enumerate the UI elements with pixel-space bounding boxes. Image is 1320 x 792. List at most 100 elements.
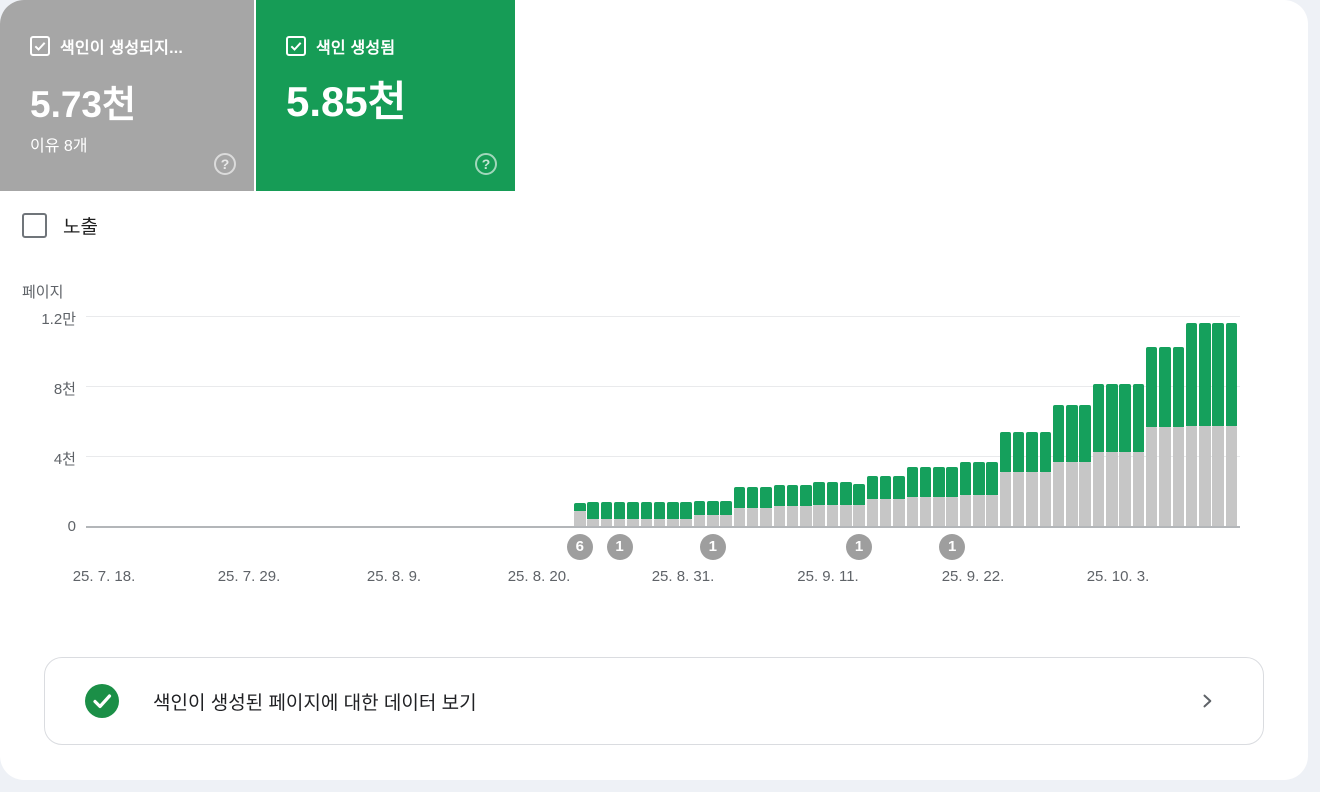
bar[interactable] [866, 476, 879, 526]
bar[interactable] [1012, 431, 1025, 527]
bar[interactable] [1079, 404, 1091, 527]
view-indexed-data-button[interactable]: 색인이 생성된 페이지에 대한 데이터 보기 [44, 657, 1264, 745]
bar[interactable] [1212, 323, 1224, 527]
help-icon[interactable]: ? [214, 153, 236, 175]
annotation-badge[interactable]: 6 [566, 534, 593, 560]
bar[interactable] [1159, 347, 1171, 527]
bar-segment-indexed [853, 484, 865, 505]
bar[interactable] [986, 461, 998, 526]
bar-segment-not-indexed [1212, 425, 1224, 527]
bar[interactable] [707, 501, 719, 526]
bar-segment-indexed [933, 467, 945, 497]
bar[interactable] [667, 502, 679, 526]
bar-segment-indexed [1119, 383, 1131, 452]
bar[interactable] [653, 502, 666, 526]
bar-segment-indexed [1185, 323, 1198, 426]
bar[interactable] [613, 502, 626, 526]
y-tick-label: 1.2만 [41, 311, 76, 328]
bar[interactable] [720, 501, 732, 526]
bar[interactable] [786, 485, 799, 527]
bar[interactable] [826, 482, 839, 526]
bar[interactable] [746, 487, 759, 526]
bar-segment-not-indexed [613, 519, 626, 526]
x-tick-label: 25. 7. 29. [217, 568, 281, 585]
bar[interactable] [733, 487, 746, 526]
bar-segment-indexed [840, 482, 852, 505]
bar[interactable] [1132, 383, 1145, 526]
help-icon[interactable]: ? [475, 153, 497, 175]
x-axis-line [86, 526, 1240, 528]
bar-segment-indexed [1012, 431, 1025, 472]
bar[interactable] [1066, 404, 1078, 527]
bar[interactable] [1172, 347, 1184, 527]
bar[interactable] [1185, 323, 1198, 527]
bar-segment-indexed [1079, 404, 1091, 462]
bar-segment-indexed [813, 482, 825, 505]
bar-segment-not-indexed [627, 519, 639, 526]
annotation-badge[interactable]: 1 [846, 534, 872, 560]
bar-segment-not-indexed [1012, 471, 1025, 527]
bar-segment-not-indexed [800, 506, 812, 527]
bar[interactable] [574, 502, 586, 527]
bar-segment-indexed [786, 485, 799, 507]
bar-segment-not-indexed [1159, 427, 1171, 527]
bar[interactable] [600, 502, 613, 526]
annotation-badge[interactable]: 1 [699, 534, 726, 560]
bar[interactable] [1225, 323, 1238, 527]
bar-segment-not-indexed [693, 515, 706, 526]
impressions-label: 노출 [63, 217, 98, 238]
bar[interactable] [959, 461, 972, 526]
bar[interactable] [893, 476, 905, 526]
bar[interactable] [1106, 383, 1118, 526]
metric-card-not-indexed[interactable]: 색인이 생성되지... 5.73천 이유 8개 ? [0, 0, 254, 191]
bar-segment-indexed [1145, 347, 1158, 427]
bar[interactable] [919, 467, 932, 526]
bar[interactable] [813, 482, 825, 526]
bar-segment-not-indexed [587, 519, 599, 526]
bar[interactable] [906, 467, 918, 526]
bar-segment-not-indexed [840, 504, 852, 526]
annotation-badge[interactable]: 1 [939, 534, 966, 560]
bar[interactable] [1039, 431, 1051, 527]
bar[interactable] [800, 485, 812, 527]
bar[interactable] [640, 502, 652, 526]
bar-segment-indexed [746, 487, 759, 508]
checkbox-unchecked-icon[interactable] [22, 213, 47, 238]
bar[interactable] [773, 485, 785, 527]
bar[interactable] [680, 502, 692, 526]
bar-segment-indexed [1092, 383, 1105, 452]
bar[interactable] [933, 467, 945, 526]
bar[interactable] [973, 461, 985, 526]
impressions-checkbox[interactable]: 노출 [22, 212, 98, 239]
bar[interactable] [1145, 347, 1158, 527]
bar-segment-not-indexed [600, 519, 613, 526]
bar[interactable] [946, 467, 958, 526]
bar[interactable] [760, 487, 772, 526]
bar-segment-not-indexed [1079, 461, 1091, 527]
metric-card-indexed[interactable]: 색인 생성됨 5.85천 ? [256, 0, 515, 191]
bar[interactable] [1026, 431, 1038, 527]
bar-segment-indexed [587, 502, 599, 519]
y-tick-label: 8천 [53, 381, 76, 398]
x-tick-label: 25. 9. 22. [941, 568, 1005, 585]
bar-segment-not-indexed [879, 498, 892, 526]
bar[interactable] [693, 501, 706, 526]
bar[interactable] [1052, 404, 1065, 527]
bar[interactable] [840, 482, 852, 526]
bar-segment-indexed [826, 482, 839, 505]
bar-segment-indexed [906, 467, 918, 497]
bar[interactable] [1119, 383, 1131, 526]
bar[interactable] [1092, 383, 1105, 526]
bar-segment-indexed [1066, 404, 1078, 462]
bar[interactable] [999, 431, 1012, 527]
bar[interactable] [587, 502, 599, 526]
bar-segment-not-indexed [653, 519, 666, 526]
bar[interactable] [627, 502, 639, 526]
gridline [86, 386, 1240, 387]
bar[interactable] [879, 476, 892, 526]
bar-segment-indexed [1199, 323, 1211, 426]
bar-segment-indexed [879, 476, 892, 499]
bar[interactable] [1199, 323, 1211, 527]
bar[interactable] [853, 484, 865, 526]
annotation-badge[interactable]: 1 [606, 534, 633, 560]
